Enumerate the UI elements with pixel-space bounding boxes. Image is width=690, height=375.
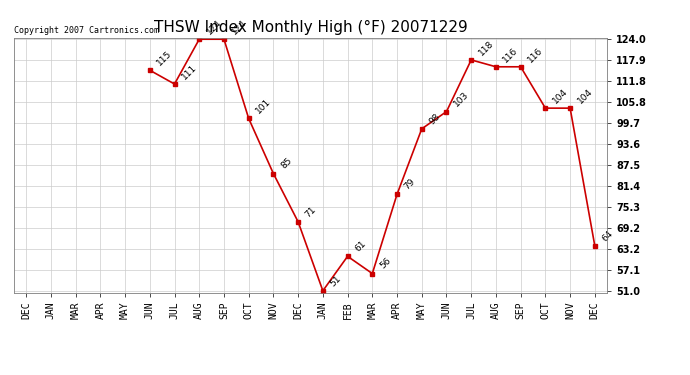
Text: 85: 85 [279, 156, 293, 171]
Text: 104: 104 [575, 87, 594, 105]
Text: 104: 104 [551, 87, 569, 105]
Text: 101: 101 [254, 97, 273, 116]
Text: 51: 51 [328, 273, 343, 288]
Text: Copyright 2007 Cartronics.com: Copyright 2007 Cartronics.com [14, 26, 159, 35]
Text: 61: 61 [353, 239, 368, 254]
Text: 116: 116 [526, 45, 545, 64]
Text: 103: 103 [452, 90, 471, 109]
Text: 124: 124 [230, 18, 248, 36]
Text: 56: 56 [378, 256, 393, 271]
Title: THSW Index Monthly High (°F) 20071229: THSW Index Monthly High (°F) 20071229 [154, 20, 467, 35]
Text: 118: 118 [477, 39, 495, 57]
Text: 116: 116 [502, 45, 520, 64]
Text: 79: 79 [402, 177, 417, 192]
Text: 124: 124 [205, 18, 223, 36]
Text: 98: 98 [427, 111, 442, 126]
Text: 111: 111 [180, 63, 199, 81]
Text: 71: 71 [304, 205, 318, 219]
Text: 64: 64 [600, 229, 615, 243]
Text: 115: 115 [155, 49, 174, 68]
